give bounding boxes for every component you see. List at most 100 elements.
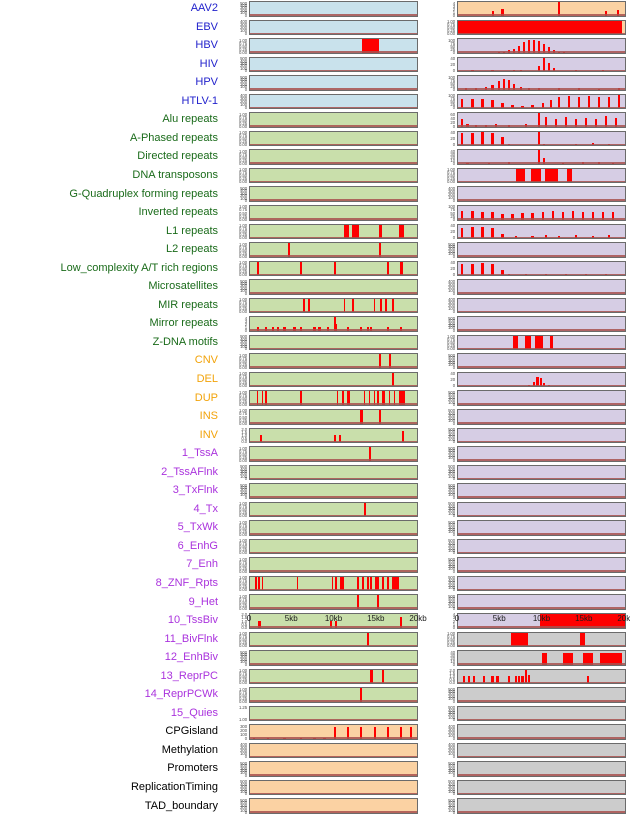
track-plot-area[interactable]	[457, 798, 626, 814]
track-plot-area[interactable]	[457, 205, 626, 221]
track-plot-area[interactable]	[457, 780, 626, 796]
track-plot-area[interactable]	[249, 20, 418, 36]
track-plot-area[interactable]	[457, 57, 626, 73]
track-plot-area[interactable]	[249, 38, 418, 54]
track-plot-area[interactable]	[457, 186, 626, 202]
track-plot-area[interactable]	[457, 353, 626, 369]
track-plot-area[interactable]	[249, 224, 418, 240]
track-plot-area[interactable]	[249, 724, 418, 740]
track-plot-area[interactable]	[457, 38, 626, 54]
track-plot-area[interactable]	[249, 205, 418, 221]
track-plot-area[interactable]	[249, 539, 418, 555]
track-plot-area[interactable]	[457, 335, 626, 351]
track-plot-area[interactable]	[249, 75, 418, 91]
track-plot-area[interactable]	[249, 57, 418, 73]
baseline	[250, 589, 417, 591]
track-plot-area[interactable]	[249, 632, 418, 648]
track-plot-area[interactable]	[457, 650, 626, 666]
track-plot-area[interactable]	[249, 94, 418, 110]
track-plot-area[interactable]	[249, 353, 418, 369]
track-plot-area[interactable]	[249, 242, 418, 258]
track-plot-area[interactable]	[249, 557, 418, 573]
track-plot-area[interactable]	[249, 112, 418, 128]
track-plot-area[interactable]	[249, 409, 418, 425]
track-plot-area[interactable]	[249, 372, 418, 388]
track-plot-area[interactable]	[249, 798, 418, 814]
track-plot-area[interactable]	[457, 446, 626, 462]
track-plot-area[interactable]	[457, 94, 626, 110]
track-plot-area[interactable]	[249, 335, 418, 351]
baseline	[250, 607, 417, 609]
track-plot-area[interactable]	[249, 650, 418, 666]
track-plot-area[interactable]	[249, 465, 418, 481]
track-plot-area[interactable]	[457, 131, 626, 147]
track-plot-area[interactable]	[249, 428, 418, 444]
track-plot-area[interactable]	[457, 669, 626, 685]
track-plot-area[interactable]	[249, 502, 418, 518]
y-tick-label: 0.00	[447, 32, 455, 36]
track-plot-area[interactable]	[457, 465, 626, 481]
track-plot-area[interactable]	[249, 261, 418, 277]
track-plot-area[interactable]	[249, 186, 418, 202]
track-plot-area[interactable]	[249, 168, 418, 184]
baseline	[458, 589, 625, 591]
track-plot-area[interactable]	[249, 390, 418, 406]
track-plot-area[interactable]	[249, 687, 418, 703]
track-plot-area[interactable]	[249, 780, 418, 796]
track-plot-area[interactable]	[249, 669, 418, 685]
track-plot-area[interactable]	[457, 761, 626, 777]
track-plot-area[interactable]	[457, 372, 626, 388]
track-plot-area[interactable]	[249, 131, 418, 147]
track-plot-area[interactable]	[457, 242, 626, 258]
track-plot-area[interactable]	[457, 576, 626, 592]
track-plot-area[interactable]	[457, 557, 626, 573]
track-plot-area[interactable]	[457, 502, 626, 518]
track-plot-area[interactable]	[457, 520, 626, 536]
track-plot-area[interactable]	[249, 279, 418, 295]
track-plot-area[interactable]	[457, 224, 626, 240]
track-plot-area[interactable]	[457, 539, 626, 555]
track-plot-area[interactable]	[457, 594, 626, 610]
track-plot-area[interactable]	[457, 706, 626, 722]
track-plot-area[interactable]	[457, 279, 626, 295]
track-plot-area[interactable]	[249, 149, 418, 165]
track-plot-area[interactable]	[457, 724, 626, 740]
track-plot-area[interactable]	[457, 75, 626, 91]
track-plot-area[interactable]	[249, 483, 418, 499]
track-plot-area[interactable]	[457, 632, 626, 648]
track-plot-area[interactable]	[457, 428, 626, 444]
baseline	[250, 70, 417, 72]
track-plot-area[interactable]	[457, 687, 626, 703]
track-plot-area[interactable]	[457, 409, 626, 425]
track-plot-area[interactable]	[249, 298, 418, 314]
track-plot-area[interactable]	[249, 446, 418, 462]
track-plot-area[interactable]	[457, 298, 626, 314]
track-plot-area[interactable]	[249, 316, 418, 332]
track-plot-area[interactable]	[457, 483, 626, 499]
track-plot-area[interactable]	[457, 112, 626, 128]
track-plot-area[interactable]	[457, 20, 626, 36]
track-plot-area[interactable]	[457, 316, 626, 332]
track-plot-area[interactable]	[249, 743, 418, 759]
track-plot-area[interactable]	[457, 168, 626, 184]
track-plot-area[interactable]	[249, 576, 418, 592]
track-plot-area[interactable]	[457, 1, 626, 17]
track-plot-area[interactable]	[249, 706, 418, 722]
track-plot-area[interactable]	[249, 594, 418, 610]
track-plot-area[interactable]	[249, 520, 418, 536]
baseline	[250, 14, 417, 16]
track-plot-area[interactable]	[249, 761, 418, 777]
track-plot-area[interactable]	[249, 1, 418, 17]
track-plot-area[interactable]	[457, 261, 626, 277]
track-plot-area[interactable]	[457, 743, 626, 759]
track-plot-area[interactable]	[457, 390, 626, 406]
track-plot-area[interactable]	[457, 149, 626, 165]
track-label-cnv: CNV	[0, 355, 218, 366]
